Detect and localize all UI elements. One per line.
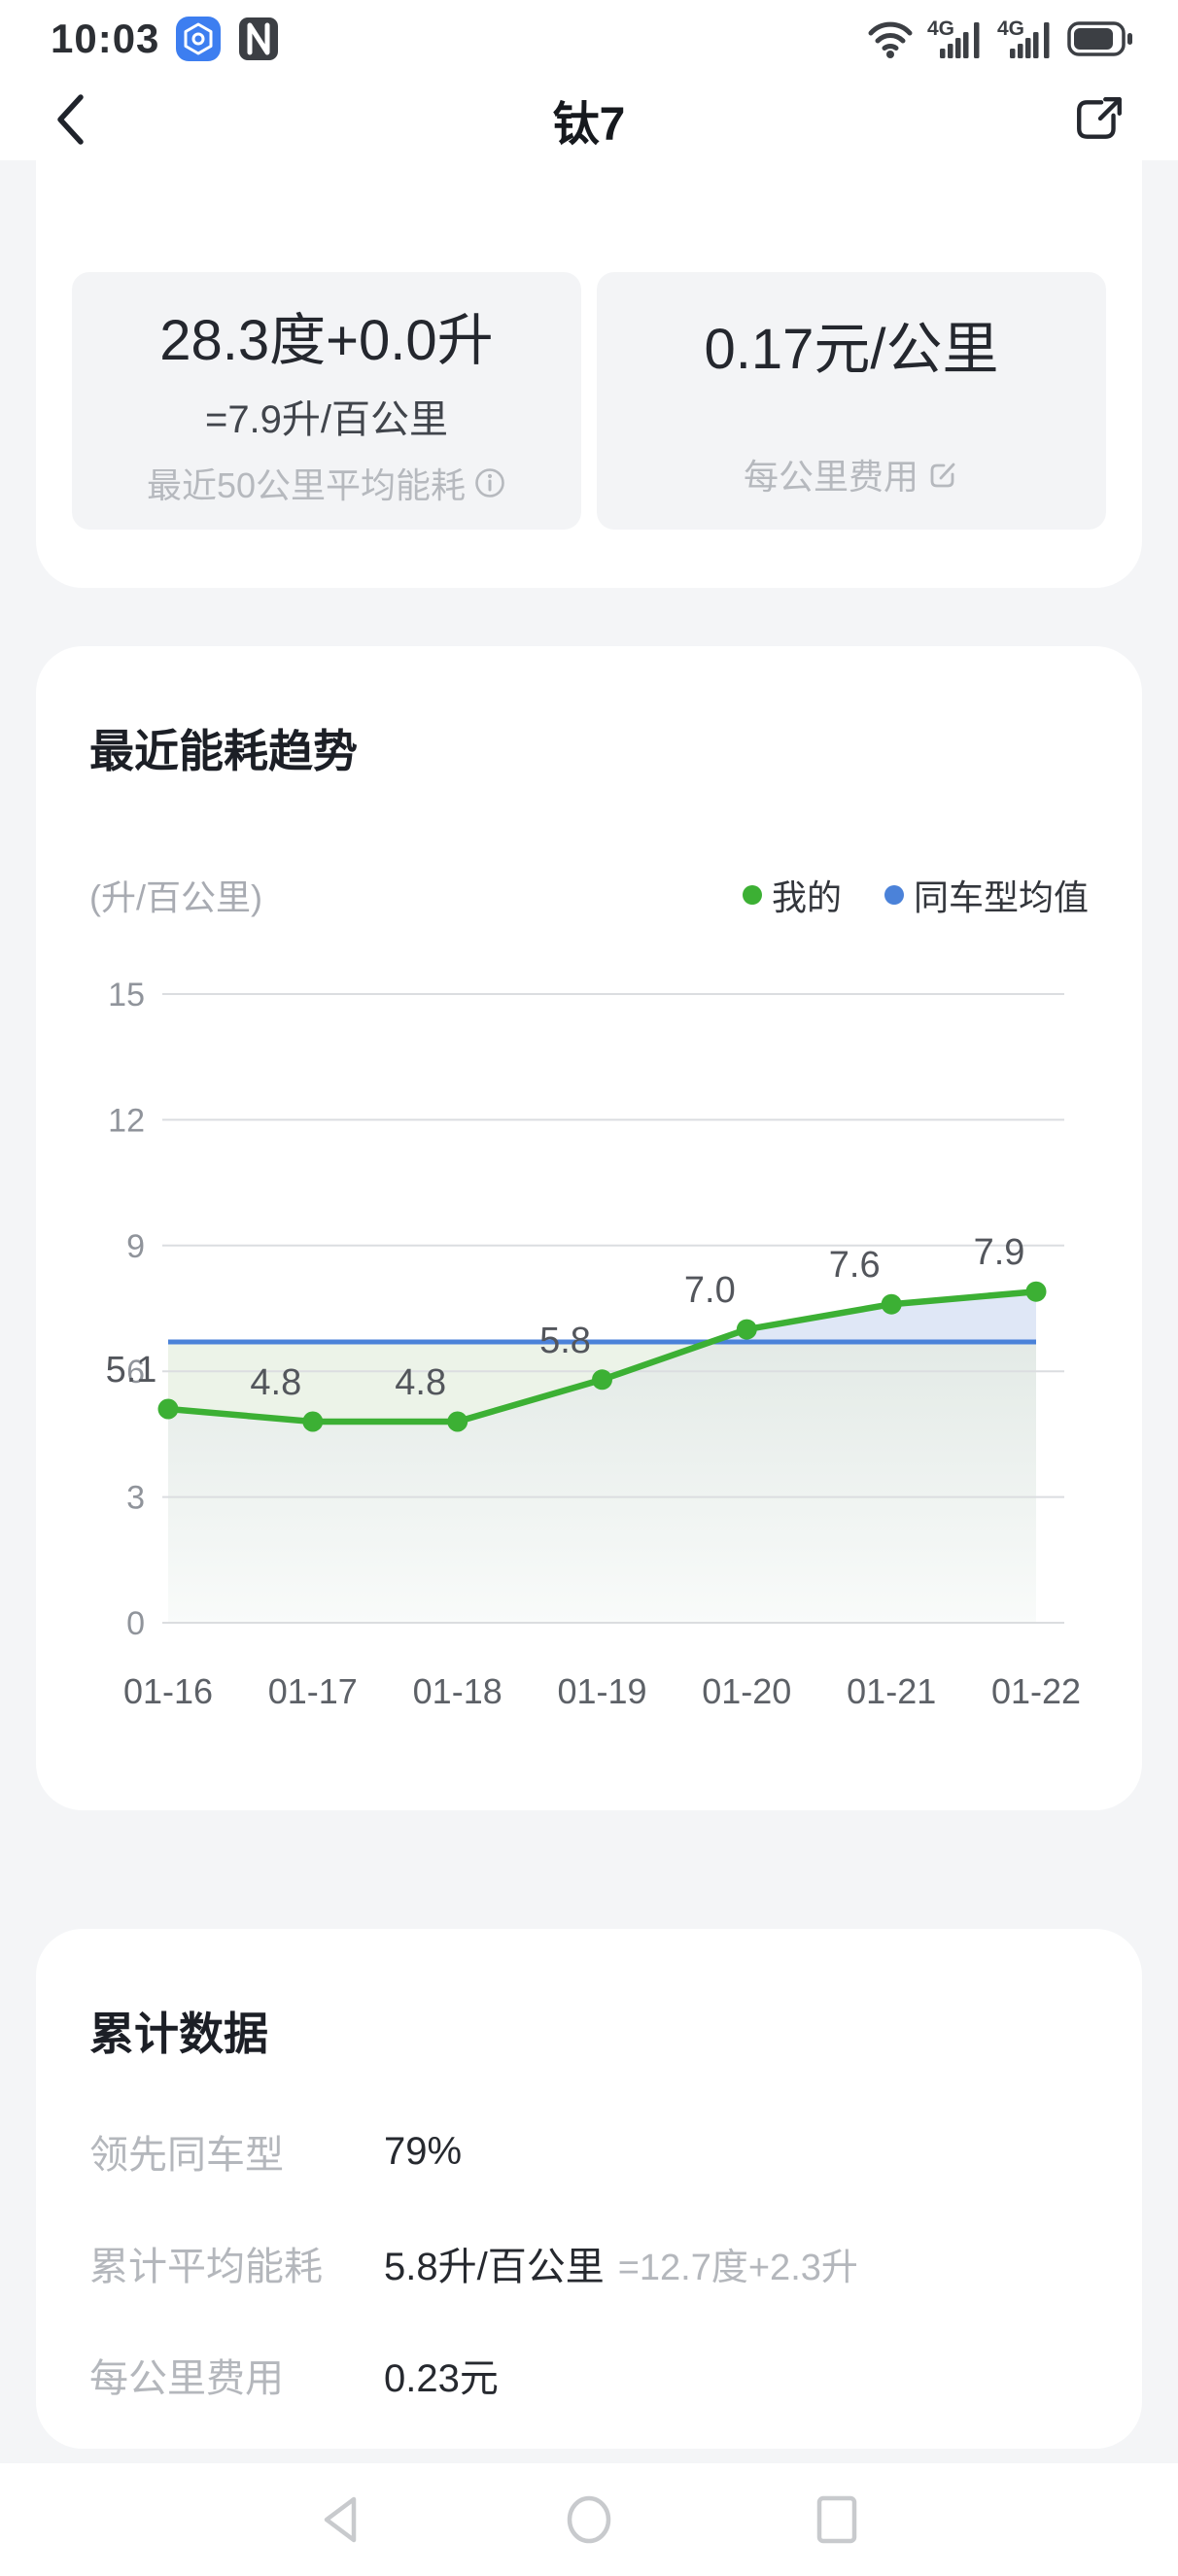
svg-text:01-18: 01-18 [413, 1671, 502, 1711]
info-icon[interactable] [473, 466, 506, 499]
svg-text:7.0: 7.0 [684, 1270, 736, 1311]
status-bar: 10:03 4G 4G [0, 0, 1178, 78]
table-row: 每公里费用 0.23元 [89, 2340, 1089, 2410]
back-icon[interactable] [52, 92, 87, 147]
chart-legend-row: (升/百公里) 我的 同车型均值 [89, 870, 1089, 920]
cost-per-km-caption: 每公里费用 [744, 449, 959, 499]
legend-label-avg: 同车型均值 [913, 877, 1089, 917]
legend-dot-mine [742, 885, 762, 905]
svg-text:4.8: 4.8 [395, 1362, 446, 1403]
status-bar-right: 4G 4G [867, 17, 1135, 60]
svg-text:4.8: 4.8 [250, 1362, 301, 1403]
trend-section-title: 最近能耗趋势 [89, 726, 358, 776]
page-content: 28.3度+0.0升 =7.9升/百公里 最近50公里平均能耗 0.17元/公里… [0, 160, 1178, 2449]
edit-icon[interactable] [926, 458, 959, 491]
cumulative-rows: 领先同车型 79% 累计平均能耗 5.8升/百公里 =12.7度+2.3升 每公… [89, 2116, 1089, 2410]
system-back-icon[interactable] [319, 2494, 364, 2545]
battery-icon [1067, 21, 1132, 56]
svg-text:15: 15 [108, 977, 145, 1013]
svg-text:01-22: 01-22 [991, 1671, 1081, 1711]
recent-energy-value: 28.3度+0.0升 [159, 308, 494, 372]
wifi-icon [868, 21, 913, 58]
svg-text:4G: 4G [997, 17, 1024, 40]
svg-text:4G: 4G [927, 17, 954, 40]
cost-per-km-caption-text: 每公里费用 [743, 456, 918, 497]
cost-per-km-value: 0.17元/公里 [704, 317, 999, 381]
row-label: 领先同车型 [89, 2134, 284, 2177]
svg-text:01-17: 01-17 [268, 1671, 358, 1711]
share-icon[interactable] [1073, 93, 1126, 146]
svg-text:7.6: 7.6 [829, 1245, 881, 1286]
legend-item-avg: 同车型均值 [884, 870, 1089, 920]
table-row: 领先同车型 79% [89, 2116, 1089, 2186]
trend-chart-svg: 0 3 6 9 12 15 5.1 4.8 4.8 5.8 7.0 7.6 7.9 01-16 01-17 0… [106, 977, 1081, 1711]
recent-energy-stat: 28.3度+0.0升 =7.9升/百公里 最近50公里平均能耗 [72, 272, 581, 530]
svg-text:0: 0 [126, 1605, 145, 1642]
svg-text:01-19: 01-19 [557, 1671, 646, 1711]
recent-energy-caption: 最近50公里平均能耗 [147, 458, 506, 508]
svg-text:9: 9 [126, 1228, 145, 1265]
legend-label-mine: 我的 [771, 877, 842, 917]
status-bar-left: 10:03 [51, 16, 280, 62]
row-label: 累计平均能耗 [89, 2246, 323, 2288]
system-recents-icon[interactable] [814, 2494, 859, 2545]
table-row: 累计平均能耗 5.8升/百公里 =12.7度+2.3升 [89, 2228, 1089, 2298]
cellular-signal-icon-sim2: 4G [997, 17, 1050, 58]
app-notification-icon [176, 17, 222, 61]
cost-per-km-stat: 0.17元/公里 每公里费用 [597, 272, 1106, 530]
legend-item-mine: 我的 [742, 870, 842, 920]
row-value: 5.8升/百公里 [384, 2246, 605, 2288]
row-extra: =12.7度+2.3升 [617, 2247, 858, 2288]
svg-text:01-20: 01-20 [702, 1671, 791, 1711]
svg-text:5.8: 5.8 [539, 1321, 591, 1361]
row-value: 0.23元 [384, 2357, 499, 2400]
chart-legend: 我的 同车型均值 [742, 870, 1089, 920]
recent-energy-caption-text: 最近50公里平均能耗 [146, 464, 467, 505]
system-nav-bar [0, 2463, 1178, 2576]
page-title: 钛7 [552, 98, 626, 151]
y-axis-unit-label: (升/百公里) [89, 877, 262, 917]
nfc-icon [239, 17, 279, 60]
nav-header: 钛7 [0, 78, 1178, 160]
trend-chart-card: 最近能耗趋势 (升/百公里) 我的 同车型均值 0 3 6 9 12 15 5.1 4.8 4.… [36, 646, 1142, 1810]
cumulative-data-card: 累计数据 领先同车型 79% 累计平均能耗 5.8升/百公里 =12.7度+2.… [36, 1929, 1142, 2449]
clock: 10:03 [51, 16, 160, 61]
cumulative-section-title: 累计数据 [89, 2009, 268, 2059]
svg-text:6: 6 [126, 1354, 145, 1391]
svg-text:12: 12 [108, 1102, 145, 1139]
svg-text:7.9: 7.9 [974, 1232, 1025, 1273]
summary-stats-card: 28.3度+0.0升 =7.9升/百公里 最近50公里平均能耗 0.17元/公里… [36, 160, 1142, 588]
system-home-icon[interactable] [564, 2494, 614, 2545]
svg-text:01-21: 01-21 [847, 1671, 936, 1711]
cellular-signal-icon-sim1: 4G [927, 17, 980, 58]
legend-dot-avg [884, 885, 904, 905]
row-label: 每公里费用 [89, 2357, 284, 2400]
svg-text:5.1: 5.1 [106, 1350, 157, 1391]
svg-text:3: 3 [126, 1480, 145, 1517]
row-value: 79% [384, 2129, 463, 2173]
recent-energy-equivalent: =7.9升/百公里 [204, 397, 449, 441]
svg-text:01-16: 01-16 [123, 1671, 213, 1711]
